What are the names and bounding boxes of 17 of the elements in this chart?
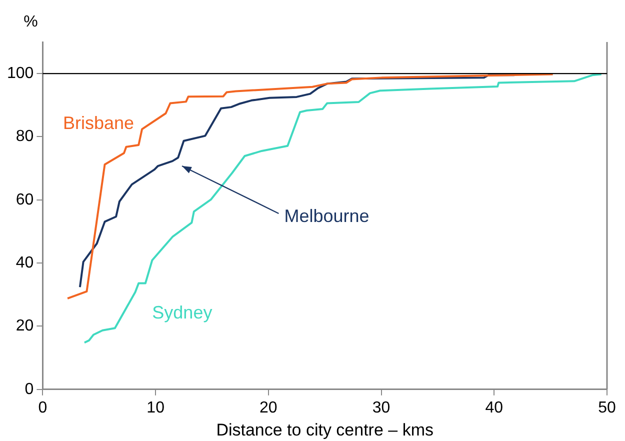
x-tick-label: 10 [146, 399, 165, 416]
x-axis-title: Distance to city centre – kms [216, 420, 434, 440]
x-tick-label: 0 [38, 399, 48, 416]
text: Melbourne [284, 206, 370, 226]
y-tick-label: 100 [6, 64, 34, 82]
x-tick-label: 30 [372, 399, 390, 416]
y-tick-label: 20 [16, 318, 34, 335]
x-tick-label: 50 [598, 399, 616, 416]
y-tick-label: 40 [16, 254, 34, 272]
y-axis-title: % [24, 13, 38, 30]
x-tick-label: 20 [260, 399, 278, 416]
y-tick-label: 0 [24, 380, 34, 398]
series-label: Sydney [152, 302, 212, 323]
series-label: Brisbane [63, 113, 134, 134]
x-tick-label: 40 [485, 399, 504, 416]
y-tick-label: 80 [16, 128, 34, 146]
y-tick-label: 60 [16, 191, 34, 208]
